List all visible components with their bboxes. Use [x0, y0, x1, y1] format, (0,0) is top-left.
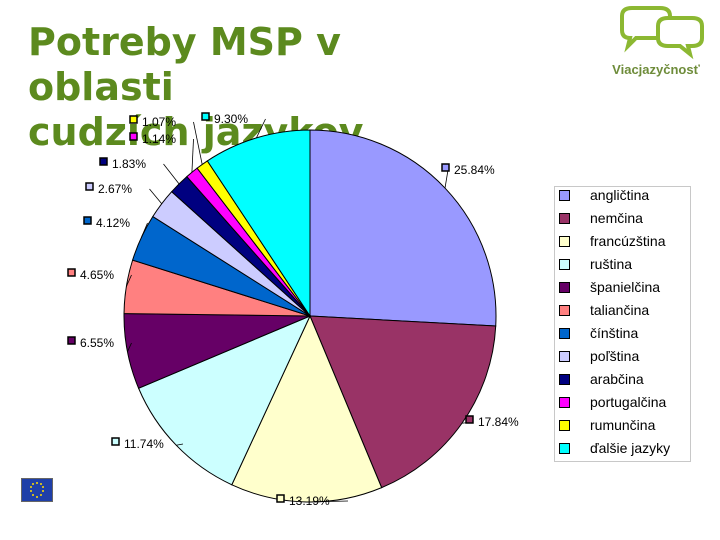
- legend-swatch: [559, 374, 570, 385]
- legend-swatch: [559, 190, 570, 201]
- leader-line-8: [149, 188, 163, 204]
- legend-label: španielčina: [590, 279, 661, 295]
- data-label-5: 6.55%: [80, 336, 114, 350]
- leader-line-3: [306, 500, 349, 503]
- legend-label: arabčina: [590, 371, 644, 387]
- legend-label: angličtina: [590, 187, 650, 203]
- data-label-10: 1.14%: [142, 132, 176, 146]
- legend-swatch: [559, 443, 570, 454]
- legend-label: nemčina: [590, 210, 643, 226]
- pie-slice-2: [309, 315, 497, 489]
- data-label-2: 17.84%: [478, 415, 519, 429]
- data-label-swatch-1: [441, 163, 450, 172]
- legend-swatch: [559, 236, 570, 247]
- legend-box: [554, 186, 691, 462]
- data-label-6: 4.65%: [80, 268, 114, 282]
- data-label-12: 9.30%: [214, 112, 248, 126]
- data-label-4: 11.74%: [124, 437, 164, 451]
- data-label-swatch-8: [85, 182, 94, 191]
- data-label-8: 2.67%: [98, 182, 132, 196]
- leader-line-11: [193, 121, 203, 165]
- data-label-11: 1.07%: [142, 115, 176, 129]
- data-label-9: 1.83%: [112, 157, 146, 171]
- leader-line-9: [163, 163, 180, 185]
- legend-swatch: [559, 397, 570, 408]
- leader-line-6: [125, 274, 132, 287]
- legend-swatch: [559, 328, 570, 339]
- viacjazycnost-logo: Viacjazyčnosť: [600, 4, 712, 84]
- legend-label: portugalčina: [590, 394, 667, 410]
- leader-line-5: [127, 342, 132, 352]
- legend-swatch: [559, 259, 570, 270]
- title-line-1: Potreby MSP v oblasti: [28, 20, 341, 109]
- pie-slice-1: [309, 129, 497, 327]
- eu-flag-icon: [21, 478, 53, 502]
- data-label-swatch-4: [111, 437, 120, 446]
- legend-label: poľština: [590, 348, 640, 364]
- legend-swatch: [559, 420, 570, 431]
- leader-line-1: [444, 169, 449, 189]
- legend-swatch: [559, 282, 570, 293]
- data-label-swatch-10: [129, 132, 138, 141]
- leader-line-4: [176, 443, 184, 446]
- data-label-swatch-9: [99, 157, 108, 166]
- legend-swatch: [559, 351, 570, 362]
- speech-bubbles-icon: Viacjazyčnosť: [612, 6, 704, 77]
- data-label-swatch-3: [276, 494, 285, 503]
- data-label-swatch-2: [465, 415, 474, 424]
- data-label-swatch-5: [67, 336, 76, 345]
- data-label-7: 4.12%: [96, 216, 130, 230]
- data-labels: 25.84% 17.84% 13.19% 11.74% 6.55% 4.65% 4.12% 2…: [67, 112, 519, 508]
- legend-label: ruština: [590, 256, 633, 272]
- legend-label: čínština: [590, 325, 639, 341]
- data-label-swatch-11: [129, 115, 138, 124]
- data-label-swatch-7: [83, 216, 92, 225]
- legend-label: francúzština: [590, 233, 666, 249]
- legend-label: taliančina: [590, 302, 650, 318]
- data-label-swatch-12: [201, 112, 210, 121]
- leader-line-12: [256, 118, 266, 139]
- leader-line-7: [140, 222, 148, 238]
- legend-label: rumunčina: [590, 417, 656, 433]
- pie-slices: [123, 129, 497, 503]
- logo-text: Viacjazyčnosť: [612, 62, 700, 77]
- data-label-swatch-6: [67, 268, 76, 277]
- legend-swatch: [559, 305, 570, 316]
- data-label-3: 13.19%: [289, 494, 330, 508]
- leader-lines: [125, 118, 473, 503]
- legend-label: ďalšie jazyky: [590, 440, 671, 456]
- data-label-1: 25.84%: [454, 163, 495, 177]
- leader-line-10: [191, 138, 194, 173]
- legend-swatch: [559, 213, 570, 224]
